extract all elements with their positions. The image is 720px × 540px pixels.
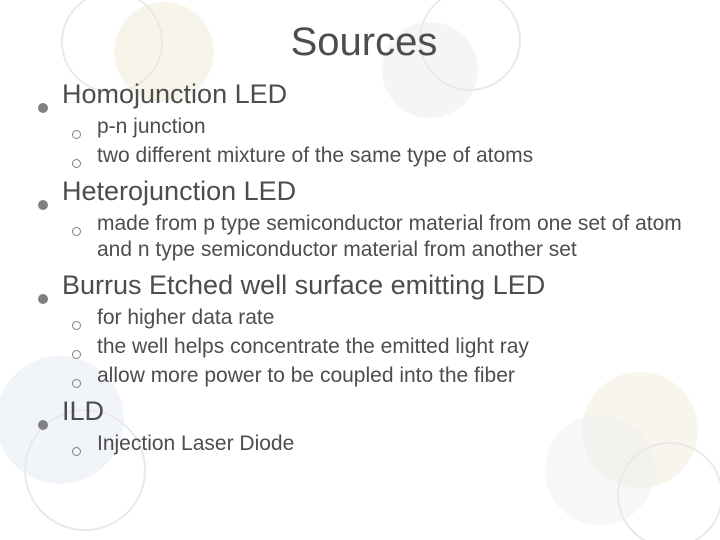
list-item-label: Burrus Etched well surface emitting LED bbox=[62, 270, 545, 301]
bullet-circle-icon bbox=[72, 379, 81, 388]
sub-list-item-label: the well helps concentrate the emitted l… bbox=[97, 334, 529, 360]
sub-list-item-label: made from p type semiconductor material … bbox=[97, 211, 687, 262]
bullet-circle-icon bbox=[72, 159, 81, 168]
bullet-circle-icon bbox=[72, 227, 81, 236]
sub-list-item: two different mixture of the same type o… bbox=[72, 143, 690, 169]
list-item-label: Homojunction LED bbox=[62, 79, 287, 110]
bullet-disc-icon bbox=[38, 103, 48, 113]
sub-list: Injection Laser Diode bbox=[38, 431, 690, 457]
bullet-disc-icon bbox=[38, 420, 48, 430]
sub-list-item: Injection Laser Diode bbox=[72, 431, 690, 457]
bullet-circle-icon bbox=[72, 321, 81, 330]
bullet-circle-icon bbox=[72, 350, 81, 359]
list-item: Burrus Etched well surface emitting LED f… bbox=[38, 270, 690, 388]
sub-list-item-label: for higher data rate bbox=[97, 305, 274, 331]
sub-list-item: p-n junction bbox=[72, 114, 690, 140]
list-item: Heterojunction LED made from p type semic… bbox=[38, 176, 690, 262]
sub-list-item-label: p-n junction bbox=[97, 114, 206, 140]
bullet-circle-icon bbox=[72, 447, 81, 456]
sub-list-item-label: two different mixture of the same type o… bbox=[97, 143, 533, 169]
sub-list: p-n junction two different mixture of the… bbox=[38, 114, 690, 168]
sub-list-item-label: allow more power to be coupled into the … bbox=[97, 363, 515, 389]
list-item-label: Heterojunction LED bbox=[62, 176, 296, 207]
list-item: Homojunction LED p-n junction two differen… bbox=[38, 79, 690, 168]
bullet-list: Homojunction LED p-n junction two differen… bbox=[38, 79, 690, 457]
sub-list-item: allow more power to be coupled into the … bbox=[72, 363, 690, 389]
sub-list-item: for higher data rate bbox=[72, 305, 690, 331]
slide-title: Sources bbox=[38, 20, 690, 65]
sub-list-item-label: Injection Laser Diode bbox=[97, 431, 294, 457]
list-item: ILD Injection Laser Diode bbox=[38, 396, 690, 457]
sub-list: for higher data rate the well helps conce… bbox=[38, 305, 690, 388]
sub-list: made from p type semiconductor material … bbox=[38, 211, 690, 262]
bullet-circle-icon bbox=[72, 130, 81, 139]
sub-list-item: the well helps concentrate the emitted l… bbox=[72, 334, 690, 360]
bullet-disc-icon bbox=[38, 200, 48, 210]
list-item-label: ILD bbox=[62, 396, 104, 427]
bullet-disc-icon bbox=[38, 294, 48, 304]
sub-list-item: made from p type semiconductor material … bbox=[72, 211, 690, 262]
slide-content: Sources Homojunction LED p-n junction two … bbox=[0, 0, 720, 485]
